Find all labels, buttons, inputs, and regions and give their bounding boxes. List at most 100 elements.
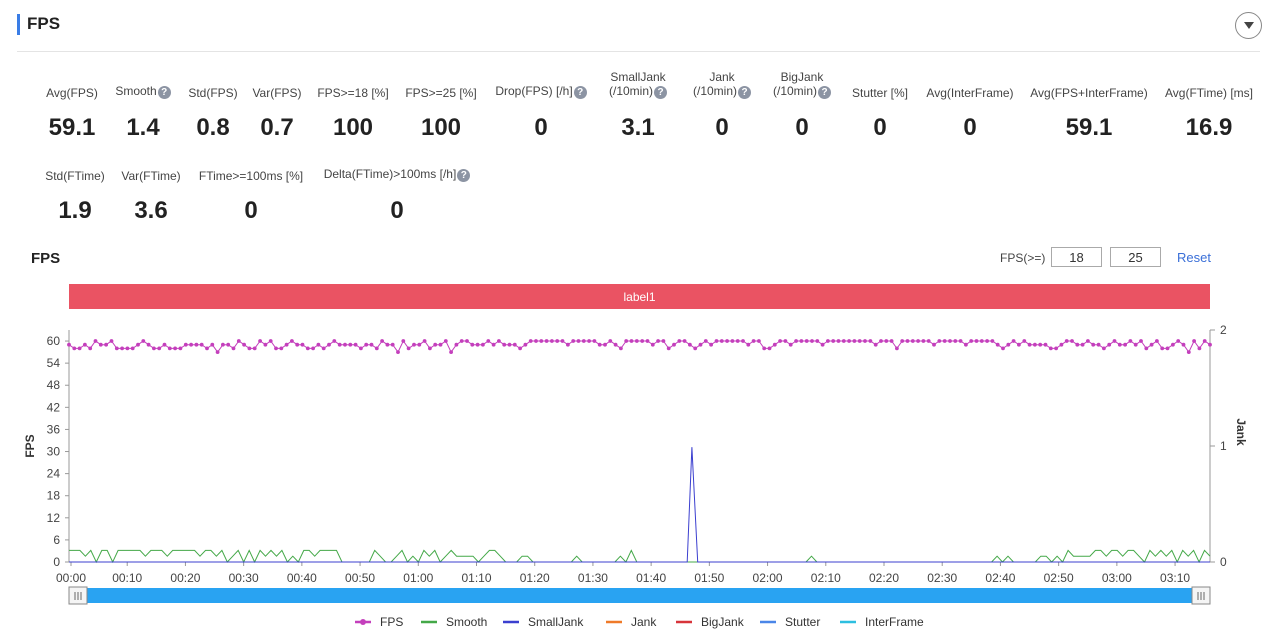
metric-label: Drop(FPS) [/h]? xyxy=(471,72,611,100)
x-tick-label: 00:20 xyxy=(170,571,200,585)
fps-point xyxy=(953,339,958,343)
metric-label: Std(FTime) xyxy=(5,155,145,183)
fps-point xyxy=(486,339,491,343)
y-tick-label: 6 xyxy=(53,533,60,547)
fps-point xyxy=(1048,346,1053,351)
metric-label-text: Avg(FTime) [ms] xyxy=(1164,86,1253,100)
metric-ftime-100ms: FTime>=100ms [%] 0 xyxy=(181,155,321,225)
fps-point xyxy=(661,339,666,343)
fps-point xyxy=(337,342,342,347)
fps-point xyxy=(215,350,220,354)
fps-point xyxy=(1102,346,1106,351)
fps-point xyxy=(788,342,793,347)
help-icon[interactable]: ? xyxy=(818,86,831,99)
fps-point xyxy=(650,342,655,347)
fps-point xyxy=(1075,342,1080,347)
fps-point xyxy=(518,346,522,351)
fps-point xyxy=(560,339,565,343)
help-icon[interactable]: ? xyxy=(738,86,751,99)
fps-point xyxy=(247,346,252,351)
metric-label-text: BigJank xyxy=(780,70,824,84)
metric-value: 0 xyxy=(244,197,258,224)
metric-std-fps: Std(FPS) 0.8 xyxy=(143,72,283,142)
help-icon[interactable]: ? xyxy=(573,86,587,99)
fps-point xyxy=(592,339,597,343)
metric-drop-fps-h: Drop(FPS) [/h]? 0 xyxy=(471,72,611,142)
fps-point xyxy=(544,339,549,343)
metric-smalljank: SmallJank (/10min)? 3.1 xyxy=(568,70,708,142)
fps-point xyxy=(826,339,830,343)
fps-threshold-low-input[interactable] xyxy=(1051,247,1102,267)
help-icon[interactable]: ? xyxy=(157,86,171,99)
metric-label: FTime>=100ms [%] xyxy=(181,155,321,183)
fps-point xyxy=(236,339,241,343)
fps-point xyxy=(539,339,544,343)
fps-point xyxy=(1186,350,1191,354)
fps-point xyxy=(995,342,1000,347)
fps-point xyxy=(873,342,878,347)
legend-label-smooth[interactable]: Smooth xyxy=(446,615,487,629)
label-band[interactable]: label1 xyxy=(69,284,1210,309)
metric-std-ftime: Std(FTime) 1.9 xyxy=(5,155,145,225)
fps-point xyxy=(231,346,236,351)
metric-label: Std(FPS) xyxy=(143,72,283,100)
legend-label-smalljank[interactable]: SmallJank xyxy=(528,615,584,629)
metric-fps-25: FPS>=25 [%] 100 xyxy=(371,72,511,142)
fps-point xyxy=(714,339,719,343)
metric-label: Var(FPS) xyxy=(207,72,347,100)
metric-label-text: Drop(FPS) [/h] xyxy=(495,84,573,98)
collapse-button[interactable] xyxy=(1235,12,1262,39)
fps-point xyxy=(199,342,204,347)
fps-threshold-high-input[interactable] xyxy=(1110,247,1161,267)
legend-label-bigjank[interactable]: BigJank xyxy=(701,615,745,629)
fps-point xyxy=(969,339,974,343)
fps-point xyxy=(677,339,682,343)
fps-point xyxy=(374,346,379,351)
y-tick-label: 12 xyxy=(47,511,61,525)
fps-point xyxy=(67,342,71,347)
metric-value: 0.7 xyxy=(260,114,294,141)
fps-point xyxy=(183,342,188,347)
fps-point xyxy=(730,339,735,343)
fps-point xyxy=(783,339,788,343)
metric-label: Smooth? xyxy=(73,72,213,100)
x-tick-label: 00:30 xyxy=(229,571,259,585)
y-tick-label: 30 xyxy=(47,445,61,459)
fps-point xyxy=(1017,342,1021,347)
metric-value: 1.4 xyxy=(126,114,160,141)
fps-point xyxy=(666,346,671,351)
fps-point xyxy=(316,342,321,347)
metric-label: FPS>=25 [%] xyxy=(371,72,511,100)
reset-link[interactable]: Reset xyxy=(1177,250,1211,265)
fps-point xyxy=(109,339,114,343)
chevron-down-icon xyxy=(1243,22,1254,29)
fps-point xyxy=(857,339,862,343)
fps-point xyxy=(1192,339,1196,343)
x-tick-label: 02:30 xyxy=(927,571,957,585)
fps-point xyxy=(709,342,713,347)
legend-label-jank[interactable]: Jank xyxy=(631,615,657,629)
legend-label-stutter[interactable]: Stutter xyxy=(785,615,820,629)
fps-point xyxy=(438,342,443,347)
metric-value: 3.1 xyxy=(621,114,655,141)
fps-point xyxy=(698,342,703,347)
y-tick-label: 18 xyxy=(47,489,61,503)
fps-point xyxy=(799,339,804,343)
metric-label-text: FTime>=100ms [%] xyxy=(198,169,304,183)
metric-value: 0 xyxy=(963,114,977,141)
legend-label-interframe[interactable]: InterFrame xyxy=(865,615,924,629)
fps-point xyxy=(576,339,581,343)
fps-point xyxy=(703,339,708,343)
fps-point xyxy=(672,342,676,347)
help-icon[interactable]: ? xyxy=(654,86,667,99)
fps-point xyxy=(979,339,984,343)
series-smalljank-line xyxy=(69,447,1210,563)
metric-delta-ftime-100ms-h: Delta(FTime)>100ms [/h]? 0 xyxy=(324,155,471,225)
metric-value: 0 xyxy=(715,114,729,141)
help-icon[interactable]: ? xyxy=(457,169,471,182)
fps-point xyxy=(1022,339,1027,343)
fps-point xyxy=(1043,342,1048,347)
x-tick-label: 00:50 xyxy=(345,571,375,585)
legend-label-fps[interactable]: FPS xyxy=(380,615,403,629)
